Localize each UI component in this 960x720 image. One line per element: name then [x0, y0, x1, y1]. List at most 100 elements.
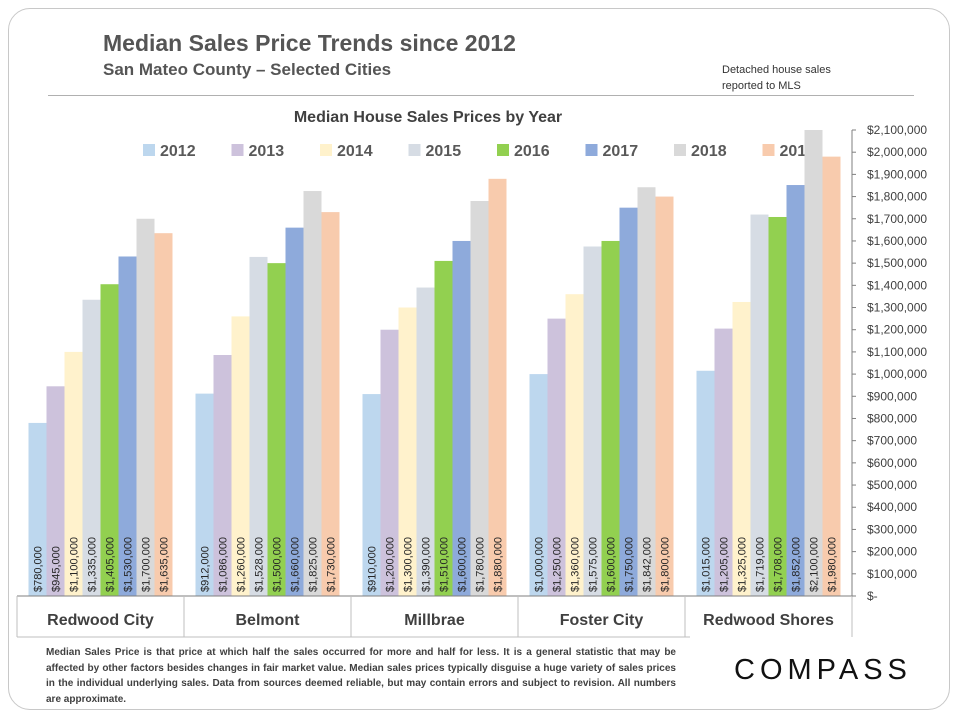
- data-label-belmont-2014: $1,260,000: [236, 537, 248, 592]
- bar-foster-city-2012: [529, 374, 548, 596]
- y-tick-label-18: $1,800,000: [867, 190, 927, 204]
- y-tick-label-12: $1,200,000: [867, 323, 927, 337]
- y-tick-label-13: $1,300,000: [867, 301, 927, 315]
- y-tick-label-19: $1,900,000: [867, 167, 927, 181]
- bar-redwood-shores-2019: [822, 156, 841, 596]
- legend-swatch-2017: [585, 144, 598, 156]
- data-label-belmont-2015: $1,528,000: [254, 537, 266, 592]
- data-label-foster-city-2014: $1,360,000: [570, 537, 582, 592]
- bar-redwood-city-2013: [46, 386, 65, 596]
- y-tick-label-3: $300,000: [867, 522, 917, 536]
- bar-redwood-shores-2014: [732, 301, 751, 596]
- bar-redwood-shores-2013: [714, 328, 733, 596]
- bar-foster-city-2016: [601, 240, 620, 596]
- bar-redwood-shores-2017: [786, 185, 805, 596]
- data-label-redwood-shores-2017: $1,852,000: [791, 537, 803, 592]
- data-label-foster-city-2013: $1,250,000: [552, 537, 564, 592]
- page-subtitle: San Mateo County – Selected Cities: [103, 60, 392, 79]
- y-tick-label-10: $1,000,000: [867, 367, 927, 381]
- bar-belmont-2012: [195, 393, 214, 596]
- bar-belmont-2013: [213, 355, 232, 596]
- data-label-foster-city-2019: $1,800,000: [660, 537, 672, 592]
- legend-swatch-2019: [762, 144, 775, 156]
- bar-redwood-city-2017: [118, 256, 137, 596]
- data-label-redwood-shores-2015: $1,719,000: [755, 537, 767, 592]
- data-label-belmont-2019: $1,730,000: [326, 537, 338, 592]
- bar-redwood-city-2014: [64, 351, 83, 596]
- bar-millbrae-2012: [362, 394, 381, 596]
- bar-foster-city-2018: [637, 187, 656, 596]
- bar-redwood-shores-2018: [804, 130, 823, 596]
- data-label-millbrae-2012: $910,000: [367, 546, 379, 592]
- y-tick-label-14: $1,400,000: [867, 278, 927, 292]
- bar-millbrae-2014: [398, 307, 417, 596]
- y-tick-label-21: $2,100,000: [867, 123, 927, 137]
- data-label-belmont-2017: $1,660,000: [290, 537, 302, 592]
- bar-redwood-city-2015: [82, 299, 101, 596]
- legend-swatch-2014: [320, 144, 332, 156]
- bar-foster-city-2015: [583, 246, 602, 596]
- legend-swatch-2013: [231, 144, 244, 156]
- y-tick-label-5: $500,000: [867, 478, 917, 492]
- bar-millbrae-2013: [380, 329, 399, 596]
- data-label-foster-city-2016: $1,600,000: [606, 537, 618, 592]
- legend-swatch-2018: [674, 144, 686, 156]
- y-tick-label-15: $1,500,000: [867, 256, 927, 270]
- bar-belmont-2014: [231, 316, 250, 596]
- data-label-belmont-2016: $1,500,000: [272, 537, 284, 592]
- data-label-millbrae-2019: $1,880,000: [493, 537, 505, 592]
- legend-label-2013: 2013: [249, 143, 285, 160]
- legend-swatch-2012: [143, 144, 155, 156]
- category-label-millbrae: Millbrae: [404, 612, 465, 629]
- category-label-belmont: Belmont: [236, 612, 301, 629]
- data-label-redwood-city-2018: $1,700,000: [141, 537, 153, 592]
- y-tick-label-9: $900,000: [867, 389, 917, 403]
- category-label-foster-city: Foster City: [560, 612, 644, 629]
- legend-label-2012: 2012: [160, 143, 196, 160]
- data-label-foster-city-2018: $1,842,000: [642, 537, 654, 592]
- data-label-millbrae-2017: $1,600,000: [457, 537, 469, 592]
- compass-logo: COMPASS: [734, 654, 912, 686]
- bar-millbrae-2017: [452, 240, 471, 596]
- y-tick-label-11: $1,100,000: [867, 345, 927, 359]
- legend-label-2015: 2015: [426, 143, 462, 160]
- category-label-redwood-city: Redwood City: [47, 612, 154, 629]
- data-label-redwood-shores-2019: $1,980,000: [827, 537, 839, 592]
- legend-label-2018: 2018: [691, 143, 727, 160]
- bar-foster-city-2017: [619, 207, 638, 596]
- data-source-note: Detached house sales reported to MLS: [722, 62, 872, 94]
- data-label-redwood-city-2016: $1,405,000: [105, 537, 117, 592]
- bar-millbrae-2015: [416, 287, 435, 596]
- y-tick-label-0: $-: [867, 589, 878, 603]
- bar-belmont-2016: [267, 263, 286, 596]
- data-label-redwood-city-2012: $780,000: [33, 546, 45, 592]
- data-label-millbrae-2013: $1,200,000: [385, 537, 397, 592]
- y-tick-label-16: $1,600,000: [867, 234, 927, 248]
- legend-swatch-2015: [408, 144, 421, 156]
- y-tick-label-17: $1,700,000: [867, 212, 927, 226]
- page-title: Median Sales Price Trends since 2012: [103, 30, 516, 56]
- legend-label-2017: 2017: [603, 143, 639, 160]
- bar-redwood-shores-2012: [696, 370, 715, 596]
- header-divider: [48, 95, 914, 96]
- data-label-foster-city-2015: $1,575,000: [588, 537, 600, 592]
- data-label-redwood-city-2013: $945,000: [51, 546, 63, 592]
- bar-belmont-2015: [249, 256, 268, 596]
- bar-redwood-shores-2015: [750, 214, 769, 596]
- bar-redwood-shores-2016: [768, 216, 787, 596]
- data-label-redwood-city-2014: $1,100,000: [69, 537, 81, 592]
- data-label-belmont-2018: $1,825,000: [308, 537, 320, 592]
- bar-redwood-city-2012: [28, 422, 47, 596]
- legend-label-2016: 2016: [514, 143, 550, 160]
- category-label-redwood-shores: Redwood Shores: [703, 612, 834, 629]
- data-source-note-line-1: Detached house sales: [722, 64, 831, 76]
- bar-foster-city-2013: [547, 318, 566, 596]
- data-label-redwood-city-2015: $1,335,000: [87, 537, 99, 592]
- bar-foster-city-2014: [565, 294, 584, 596]
- data-label-redwood-shores-2012: $1,015,000: [701, 537, 713, 592]
- legend-label-2014: 2014: [337, 143, 373, 160]
- data-label-millbrae-2014: $1,300,000: [403, 537, 415, 592]
- y-tick-label-1: $100,000: [867, 567, 917, 581]
- bar-millbrae-2018: [470, 201, 489, 596]
- bar-redwood-city-2016: [100, 284, 119, 596]
